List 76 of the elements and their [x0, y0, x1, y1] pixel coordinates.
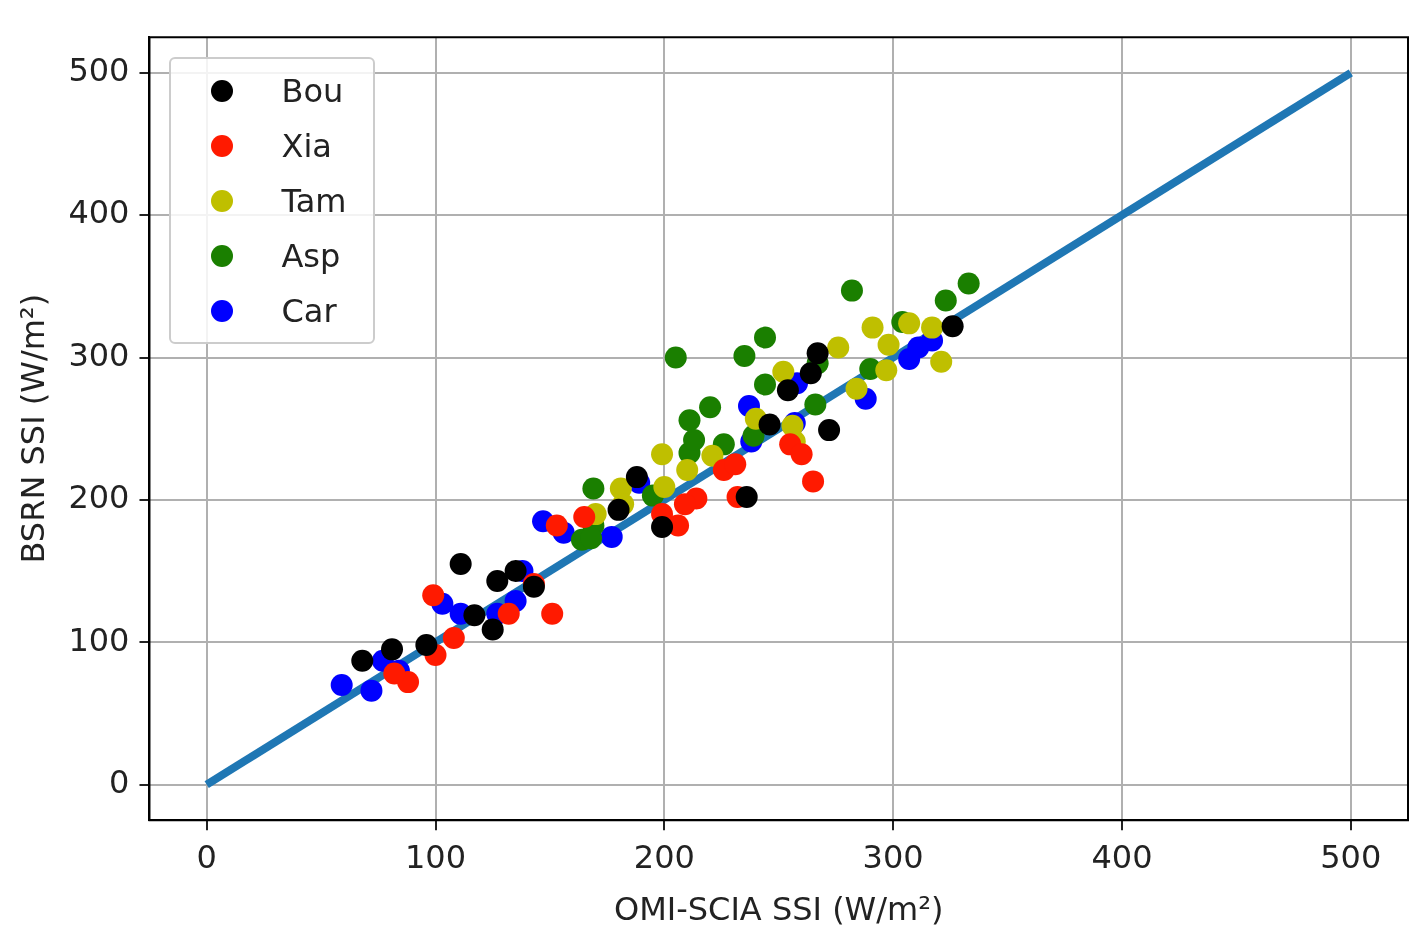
y-tick-label: 100: [68, 620, 130, 659]
y-tick-label: 400: [68, 193, 130, 232]
point: [449, 552, 472, 575]
point: [754, 326, 777, 349]
y-tick-label: 500: [68, 51, 130, 90]
point: [818, 419, 841, 442]
point: [653, 476, 676, 499]
y-tick-label: 0: [109, 762, 130, 801]
point: [699, 396, 722, 419]
point: [600, 525, 623, 548]
point: [360, 679, 383, 702]
legend-label: Bou: [281, 71, 344, 110]
point: [582, 477, 605, 500]
point: [840, 279, 863, 302]
point: [541, 602, 564, 625]
point: [415, 634, 438, 657]
point: [861, 316, 884, 339]
point: [381, 638, 404, 661]
point: [486, 570, 509, 593]
point: [754, 373, 777, 396]
y-tick-label: 300: [68, 335, 130, 374]
point: [790, 443, 813, 466]
point: [701, 444, 724, 467]
point: [504, 560, 527, 583]
legend-label: Xia: [281, 126, 332, 165]
x-tick-label: 100: [404, 837, 467, 876]
point: [772, 360, 795, 383]
point: [673, 493, 696, 516]
point: [463, 604, 486, 627]
point: [930, 350, 953, 373]
x-tick-label: 200: [633, 837, 695, 876]
point: [678, 409, 701, 432]
x-tick-label: 500: [1320, 837, 1382, 876]
point: [758, 413, 781, 436]
point: [804, 393, 827, 416]
point: [776, 379, 799, 402]
point: [724, 453, 747, 476]
point: [351, 649, 374, 672]
point: [898, 312, 921, 335]
point: [921, 316, 944, 339]
point: [651, 515, 674, 538]
point: [827, 336, 850, 359]
point: [330, 673, 353, 696]
point: [664, 346, 687, 369]
point: [907, 336, 930, 359]
point: [481, 618, 504, 641]
point: [651, 443, 674, 466]
point: [799, 362, 822, 385]
x-tick-label: 300: [862, 837, 924, 876]
point: [735, 486, 758, 509]
point: [442, 626, 465, 649]
point: [497, 602, 520, 625]
point: [845, 377, 868, 400]
point: [676, 458, 699, 481]
point: [802, 470, 825, 493]
y-axis-title: BSRN SSI (W/m²): [13, 293, 52, 564]
point: [545, 514, 568, 537]
point: [733, 345, 756, 368]
point: [875, 359, 898, 382]
legend-label: Tam: [281, 181, 347, 220]
point: [934, 289, 957, 312]
point: [607, 498, 630, 521]
x-tick-label: 0: [196, 837, 217, 876]
point: [573, 505, 596, 528]
legend-label: Car: [281, 291, 337, 330]
point: [957, 272, 980, 295]
point: [806, 342, 829, 365]
point: [941, 315, 964, 338]
point: [422, 584, 445, 607]
point: [877, 333, 900, 356]
x-tick-label: 400: [1091, 837, 1153, 876]
point: [683, 429, 706, 452]
y-tick-label: 200: [68, 478, 130, 517]
legend-label: Asp: [281, 236, 341, 275]
x-axis-title: OMI-SCIA SSI (W/m²): [613, 890, 944, 929]
point: [625, 466, 648, 489]
